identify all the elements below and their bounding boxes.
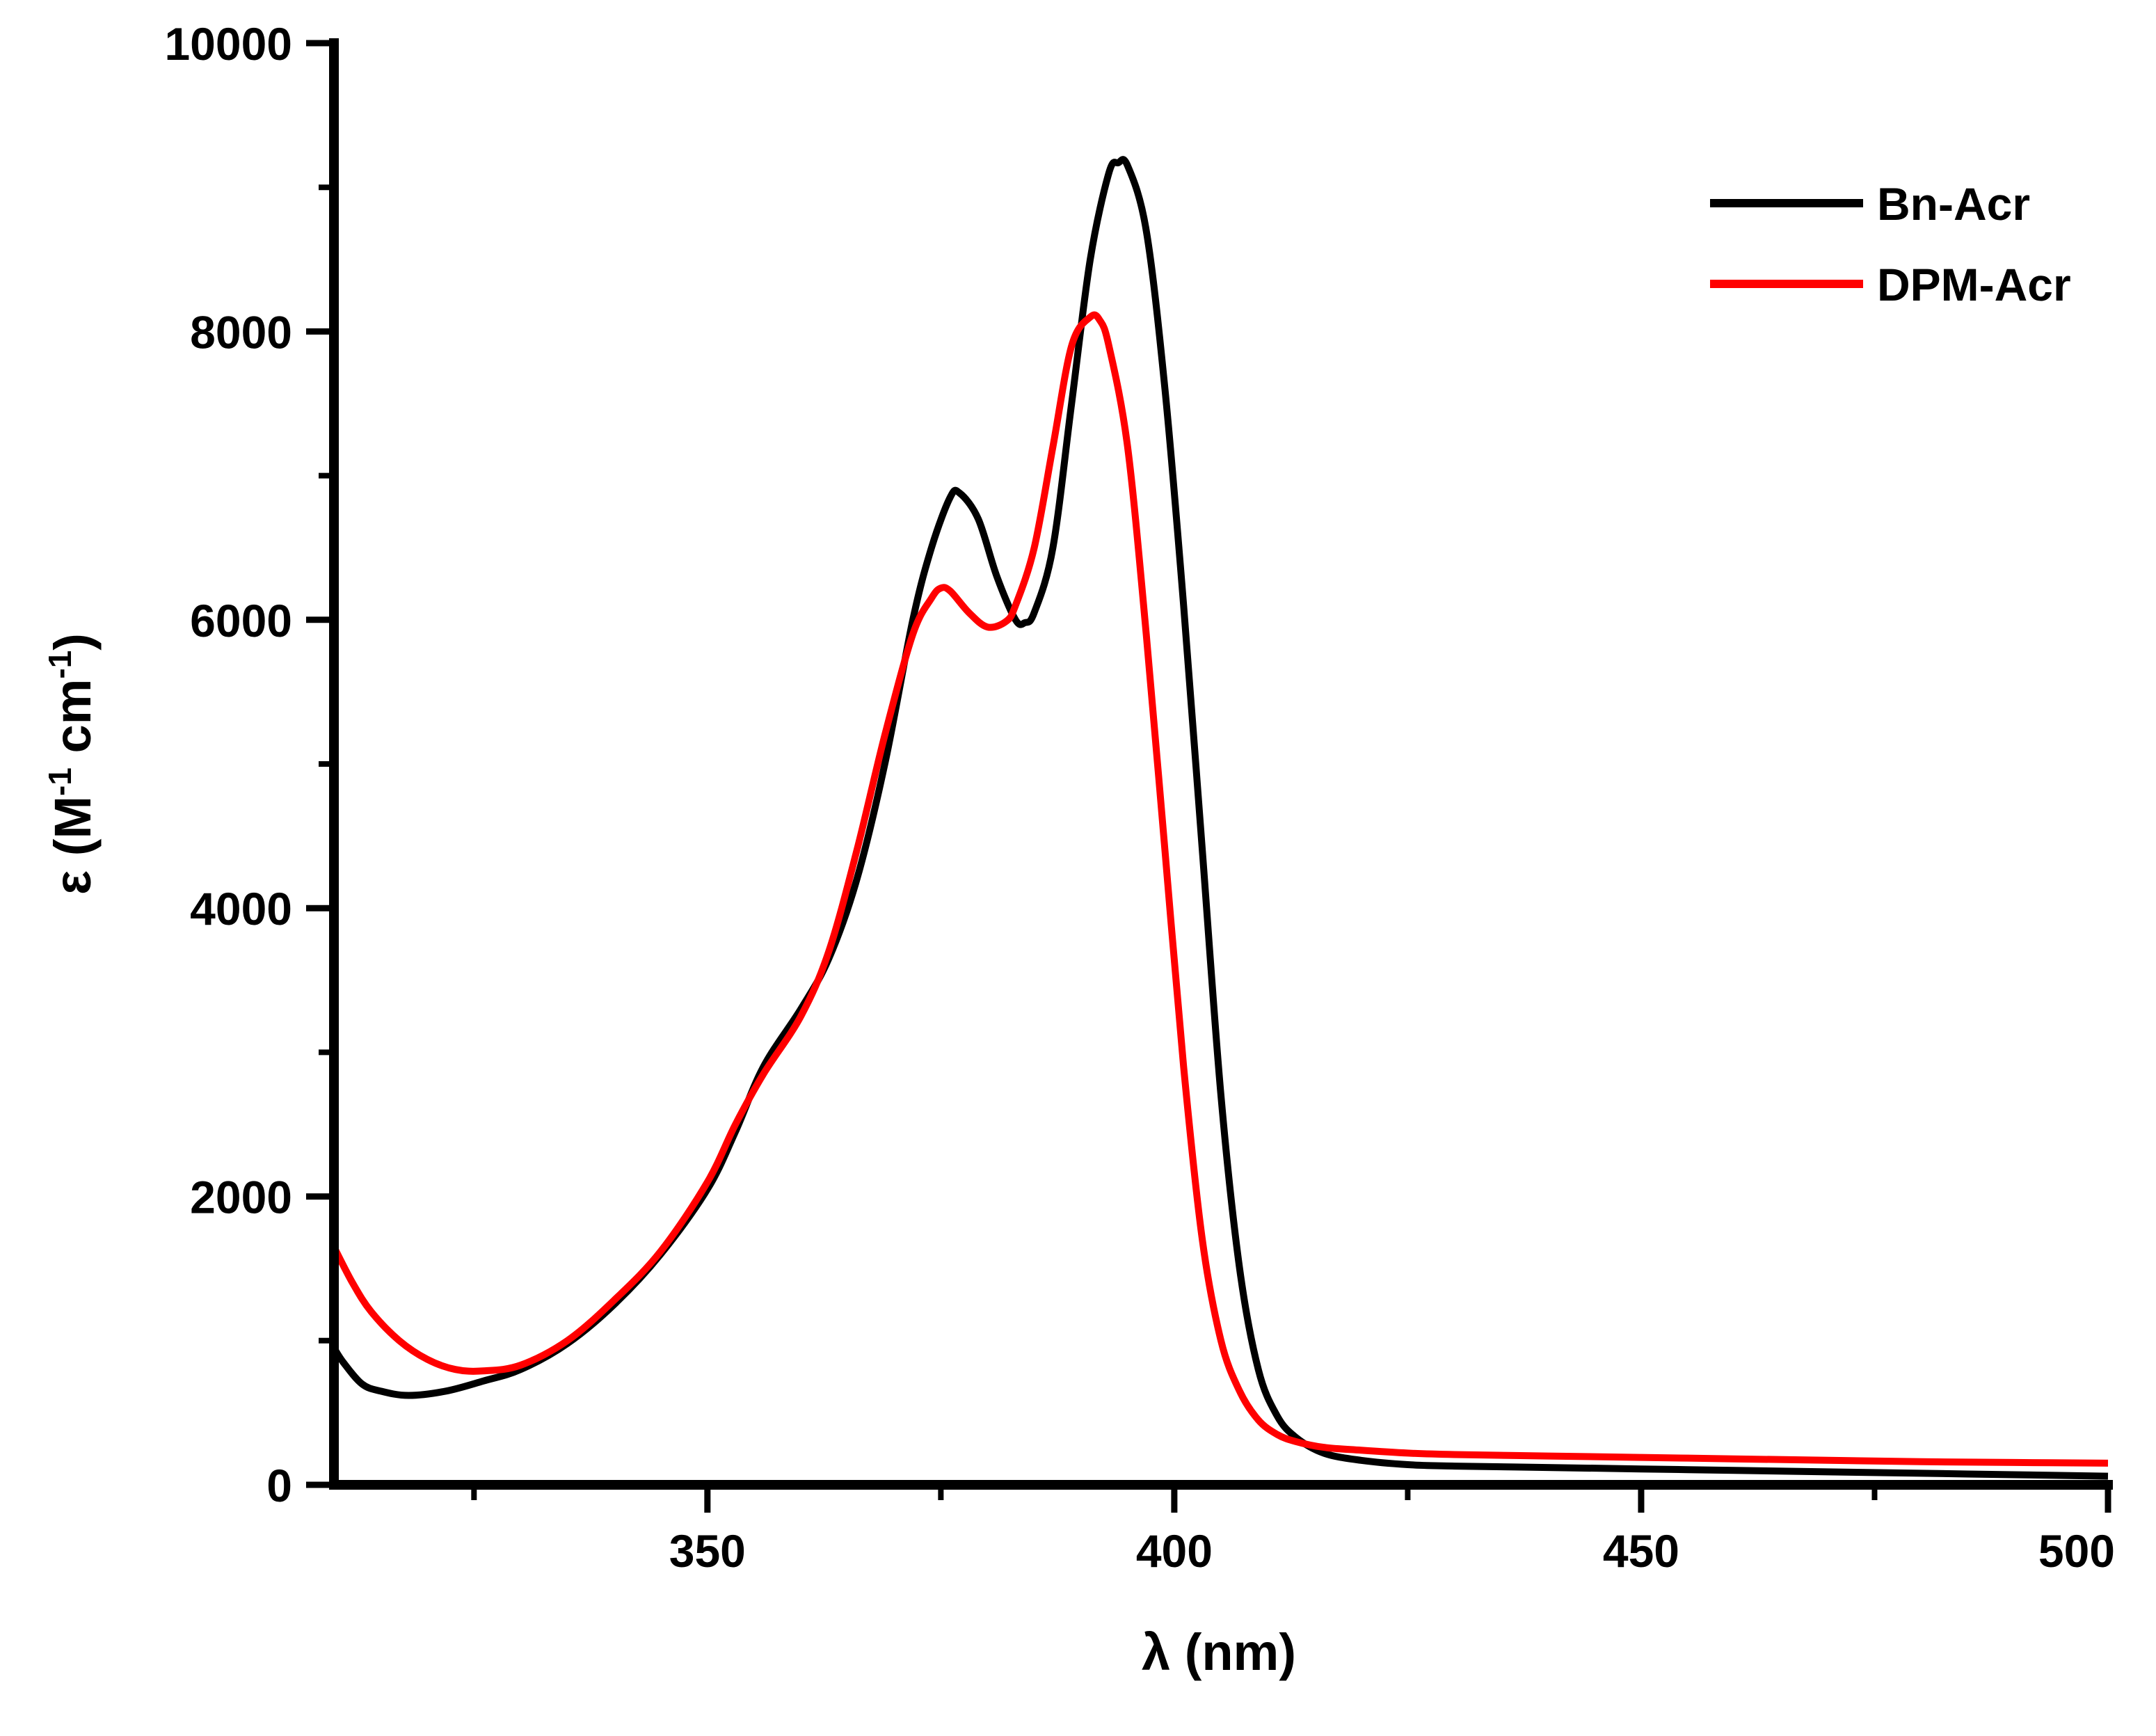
y-axis-title-middle: cm [44,679,102,768]
x-ticks: 350 400 450 500 [471,1485,2115,1577]
axes-layer [329,38,2113,1490]
x-tick-label: 500 [2038,1525,2115,1577]
y-tick-label: 2000 [190,1172,292,1223]
y-axis-title-suffix: ) [44,633,102,651]
series-line-bn-acr [330,156,2109,1480]
x-tick-label: 400 [1136,1525,1213,1577]
y-tick-label: 6000 [190,595,292,646]
y-axis-title: ε (M-1 cm-1) [42,633,102,895]
y-tick-label: 0 [266,1460,292,1511]
legend-label-dpm-acr: DPM-Acr [1877,259,2071,310]
legend-label-bn-acr: Bn-Acr [1877,178,2030,230]
series-layer [330,156,2109,1480]
y-axis-title-sup2: -1 [42,651,78,679]
x-tick-label: 350 [669,1525,746,1577]
y-ticks: 0 2000 4000 6000 8000 10000 [164,18,334,1511]
legend: Bn-Acr DPM-Acr [1710,178,2071,310]
y-tick-label: 8000 [190,306,292,358]
y-axis-title-sup1: -1 [42,767,78,796]
series-line-dpm-acr [330,311,2109,1467]
y-tick-label: 10000 [164,18,292,70]
x-axis-title: λ (nm) [1142,1623,1296,1681]
x-tick-label: 450 [1603,1525,1679,1577]
y-tick-label: 4000 [190,883,292,934]
y-axis-title-prefix: ε (M [44,796,102,895]
